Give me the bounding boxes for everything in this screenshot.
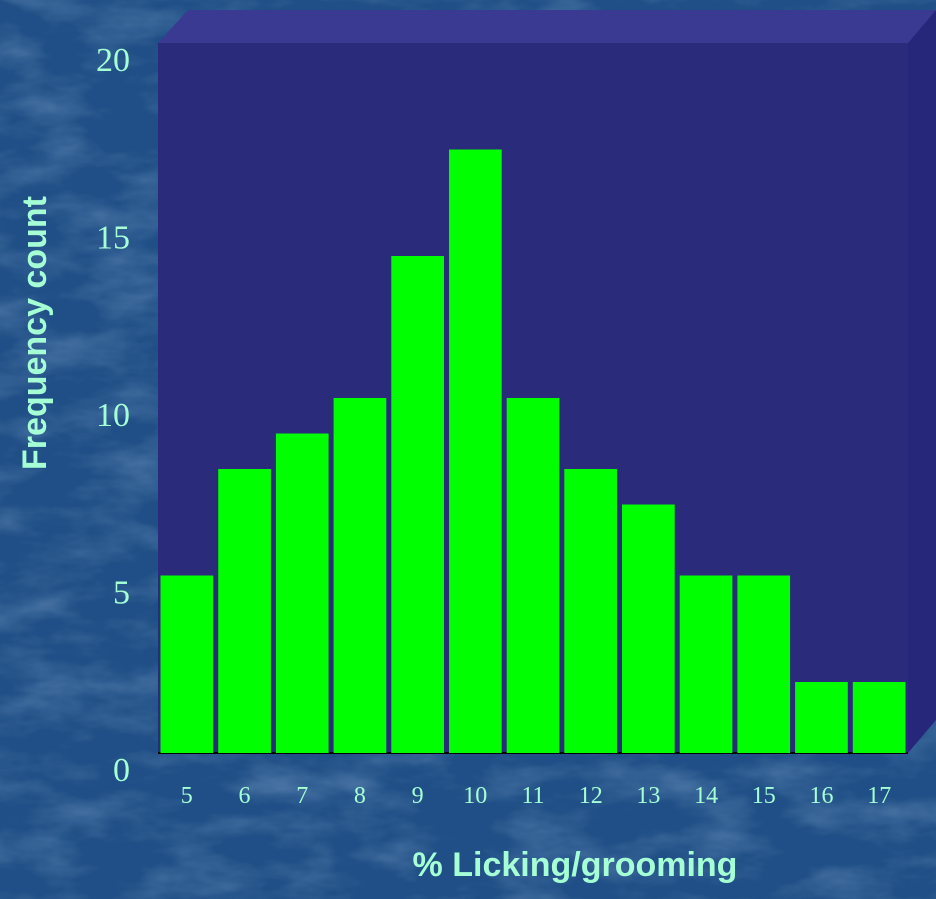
bar-17	[852, 682, 906, 753]
bar-14	[679, 575, 733, 753]
x-tick-labels: 5 6 7 8 9 10 11 12 13 14 15 16 17	[181, 783, 891, 809]
x-tick-label-16: 16	[810, 783, 834, 809]
x-tick-label-8: 8	[354, 783, 366, 809]
bar-8	[333, 398, 387, 753]
y-axis-title: Frequency count	[16, 196, 54, 470]
y-tick-label-15: 15	[96, 220, 130, 257]
bar-16	[795, 682, 848, 753]
y-tick-label-10: 10	[96, 397, 130, 434]
bar-12	[564, 469, 617, 753]
y-tick-label-5: 5	[113, 575, 130, 612]
x-tick-label-11: 11	[521, 783, 544, 809]
y-tick-label-0: 0	[113, 752, 130, 789]
bar-5	[160, 575, 214, 753]
x-axis-title: % Licking/grooming	[413, 846, 738, 884]
plot-top-face	[158, 10, 936, 43]
x-tick-label-5: 5	[181, 783, 193, 809]
bar-15	[737, 575, 791, 753]
y-tick-label-20: 20	[96, 42, 130, 79]
bar-11	[506, 398, 560, 753]
y-tick-labels: 0 5 10 15 20	[96, 42, 130, 789]
x-tick-label-13: 13	[636, 783, 660, 809]
x-tick-label-17: 17	[867, 783, 891, 809]
bar-9	[391, 256, 444, 753]
bars-group	[160, 149, 906, 753]
x-tick-label-15: 15	[752, 783, 776, 809]
x-tick-label-7: 7	[296, 783, 308, 809]
bar-7	[275, 433, 329, 753]
x-tick-label-10: 10	[463, 783, 487, 809]
x-tick-label-12: 12	[579, 783, 603, 809]
bar-10	[449, 149, 502, 753]
plot-side-face	[908, 10, 936, 753]
x-tick-label-14: 14	[694, 783, 718, 809]
bar-13	[622, 504, 675, 753]
x-tick-label-9: 9	[412, 783, 424, 809]
x-tick-label-6: 6	[239, 783, 251, 809]
bar-6	[218, 469, 271, 753]
